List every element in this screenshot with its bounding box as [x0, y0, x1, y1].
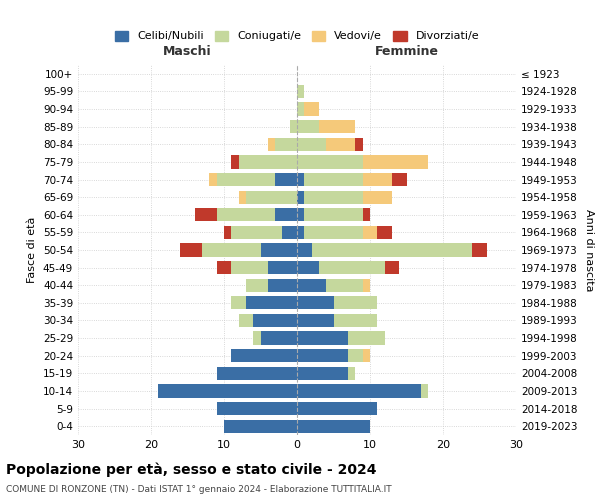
Bar [348, 366, 355, 380]
Bar [297, 120, 319, 134]
Bar [260, 244, 297, 256]
Bar [246, 190, 297, 204]
Bar [334, 296, 377, 310]
Bar [362, 208, 370, 222]
Text: Popolazione per età, sesso e stato civile - 2024: Popolazione per età, sesso e stato civil… [6, 462, 377, 477]
Bar [217, 173, 275, 186]
Bar [275, 208, 297, 222]
Bar [268, 138, 275, 151]
Bar [297, 402, 377, 415]
Bar [158, 384, 297, 398]
Bar [472, 244, 487, 256]
Bar [239, 314, 253, 327]
Bar [232, 261, 268, 274]
Bar [217, 261, 232, 274]
Bar [239, 190, 246, 204]
Bar [195, 208, 217, 222]
Bar [304, 208, 362, 222]
Bar [253, 332, 260, 344]
Bar [326, 278, 362, 292]
Bar [348, 349, 363, 362]
Bar [202, 244, 260, 256]
Bar [217, 208, 275, 222]
Bar [304, 173, 362, 186]
Bar [246, 296, 297, 310]
Bar [297, 138, 326, 151]
Bar [297, 85, 304, 98]
Bar [319, 261, 385, 274]
Bar [297, 420, 370, 433]
Bar [362, 349, 370, 362]
Bar [297, 349, 348, 362]
Bar [304, 190, 362, 204]
Bar [362, 156, 428, 168]
Bar [217, 402, 297, 415]
Bar [297, 226, 304, 239]
Bar [304, 102, 319, 116]
Legend: Celibi/Nubili, Coniugati/e, Vedovi/e, Divorziati/e: Celibi/Nubili, Coniugati/e, Vedovi/e, Di… [110, 26, 484, 46]
Bar [421, 384, 428, 398]
Bar [209, 173, 217, 186]
Bar [224, 226, 232, 239]
Bar [297, 190, 304, 204]
Bar [297, 244, 311, 256]
Bar [232, 156, 239, 168]
Bar [392, 173, 407, 186]
Bar [297, 314, 334, 327]
Bar [326, 138, 355, 151]
Text: COMUNE DI RONZONE (TN) - Dati ISTAT 1° gennaio 2024 - Elaborazione TUTTITALIA.IT: COMUNE DI RONZONE (TN) - Dati ISTAT 1° g… [6, 485, 392, 494]
Bar [334, 314, 377, 327]
Bar [362, 190, 392, 204]
Bar [180, 244, 202, 256]
Bar [275, 138, 297, 151]
Bar [319, 120, 355, 134]
Bar [268, 278, 297, 292]
Bar [297, 366, 348, 380]
Bar [385, 261, 399, 274]
Bar [297, 296, 334, 310]
Bar [232, 296, 246, 310]
Bar [297, 278, 326, 292]
Bar [311, 244, 472, 256]
Bar [283, 226, 297, 239]
Bar [253, 314, 297, 327]
Bar [239, 156, 297, 168]
Bar [377, 226, 392, 239]
Bar [297, 156, 362, 168]
Bar [268, 261, 297, 274]
Bar [355, 138, 362, 151]
Bar [290, 120, 297, 134]
Bar [362, 226, 377, 239]
Bar [217, 366, 297, 380]
Y-axis label: Anni di nascita: Anni di nascita [584, 209, 594, 291]
Bar [297, 208, 304, 222]
Bar [297, 102, 304, 116]
Bar [297, 332, 348, 344]
Bar [224, 420, 297, 433]
Bar [362, 278, 370, 292]
Bar [275, 173, 297, 186]
Bar [297, 173, 304, 186]
Bar [232, 226, 283, 239]
Bar [232, 349, 297, 362]
Bar [362, 173, 392, 186]
Text: Maschi: Maschi [163, 45, 212, 58]
Bar [246, 278, 268, 292]
Y-axis label: Fasce di età: Fasce di età [28, 217, 37, 283]
Bar [297, 384, 421, 398]
Bar [304, 226, 362, 239]
Bar [348, 332, 385, 344]
Bar [297, 261, 319, 274]
Text: Femmine: Femmine [374, 45, 439, 58]
Bar [260, 332, 297, 344]
